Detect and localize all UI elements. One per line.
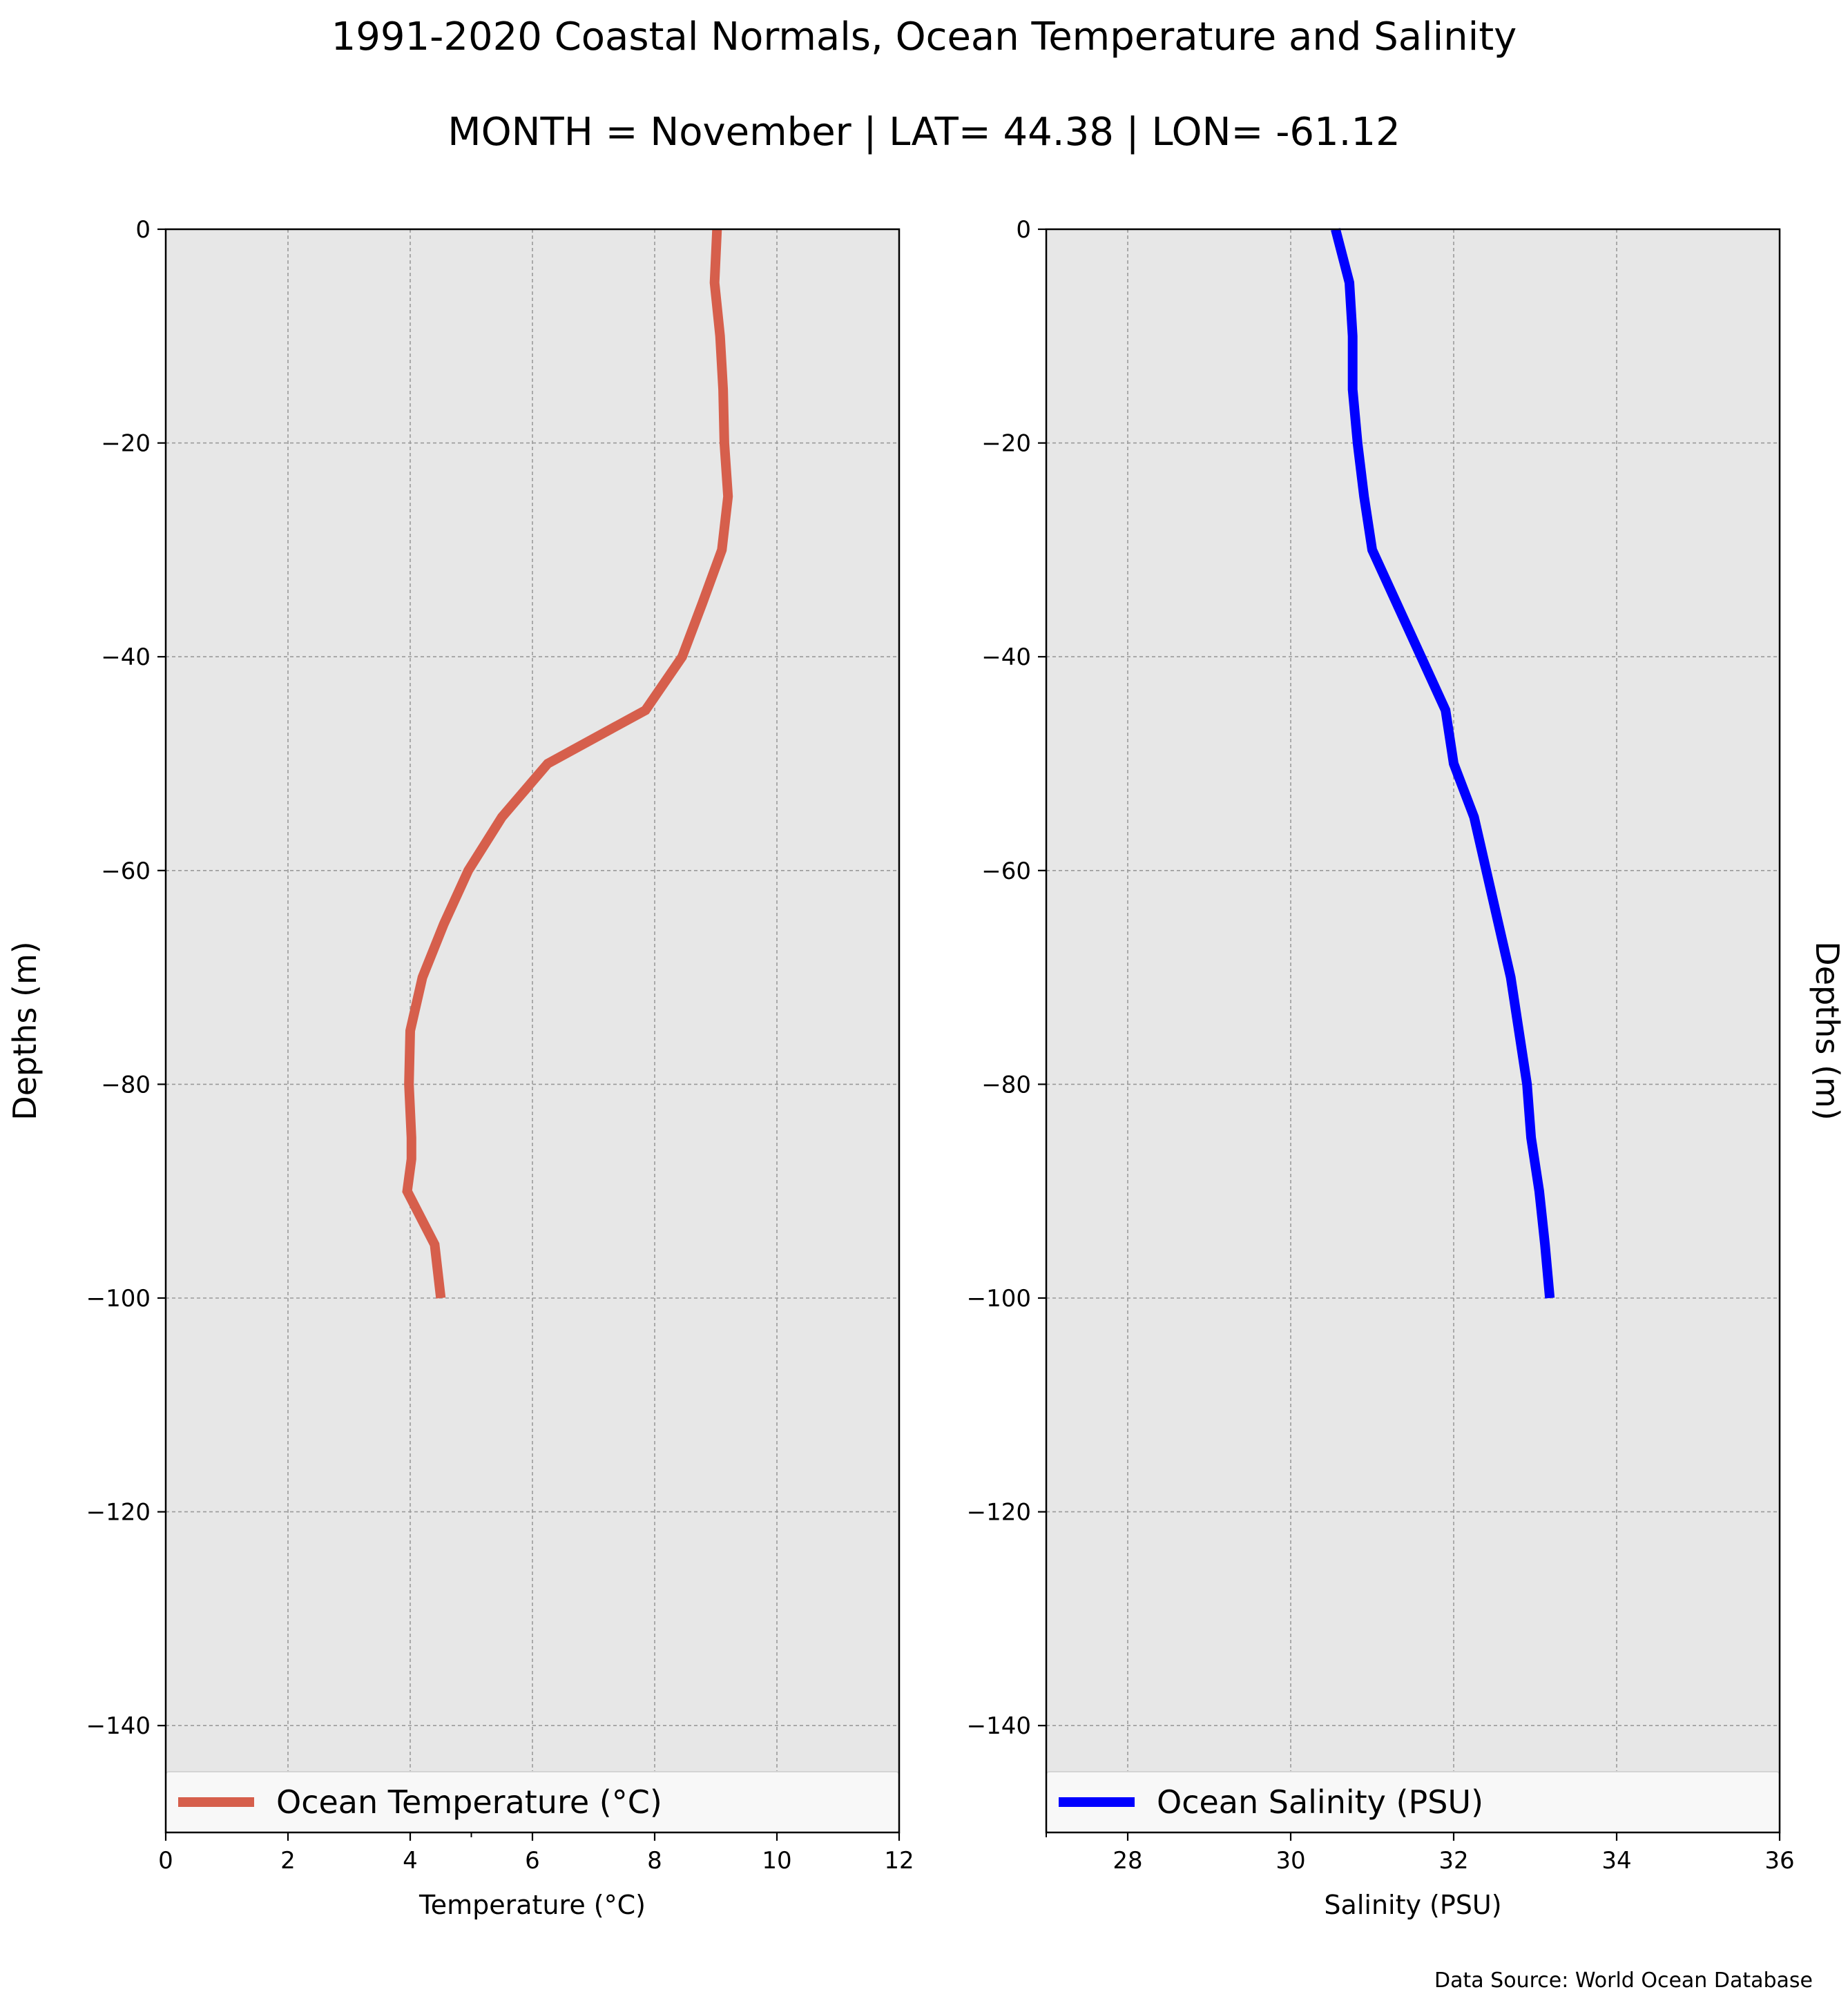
y-axis-title: Depths (m) (1809, 941, 1846, 1120)
x-tick-label: 28 (1113, 1847, 1142, 1875)
y-tick-label: −20 (981, 430, 1031, 458)
y-tick-label: −40 (981, 644, 1031, 671)
temperature-panel: Ocean Temperature (°C) 0 2 4 6 8 10 12 0 −20 −40 −6… (6, 216, 914, 1920)
x-tick-label: 32 (1438, 1847, 1468, 1875)
y-tick-label: −120 (86, 1499, 151, 1527)
legend: Ocean Salinity (PSU) (1046, 1771, 1780, 1833)
y-tick-label: −140 (967, 1712, 1031, 1740)
y-tick-label: −20 (101, 430, 151, 458)
x-tick-label: 10 (762, 1847, 791, 1875)
x-axis-title: Salinity (PSU) (1324, 1890, 1501, 1920)
plot-area (1046, 229, 1780, 1832)
y-tick-label: 0 (135, 216, 151, 244)
y-tick-label: −60 (101, 858, 151, 885)
y-axis-title: Depths (m) (6, 941, 44, 1120)
y-tick-label: −100 (967, 1285, 1031, 1313)
data-source-note: Data Source: World Ocean Database (1434, 1968, 1813, 1993)
x-tick-label: 4 (403, 1847, 418, 1875)
x-tick-label: 34 (1601, 1847, 1631, 1875)
legend-label: Ocean Temperature (°C) (276, 1783, 662, 1821)
y-tick-label: 0 (1016, 216, 1031, 244)
legend-label: Ocean Salinity (PSU) (1157, 1783, 1483, 1821)
figure-subtitle: MONTH = November | LAT= 44.38 | LON= -61… (447, 110, 1401, 155)
salinity-panel: Ocean Salinity (PSU) 28 30 32 34 36 0 −20 −40 −60… (967, 216, 1846, 1920)
x-tick-label: 8 (647, 1847, 662, 1875)
y-tick-label: −120 (967, 1499, 1031, 1527)
y-tick-label: −140 (86, 1712, 151, 1740)
series-line-0 (402, 229, 733, 1299)
y-tick-label: −80 (981, 1071, 1031, 1099)
figure-title: 1991-2020 Coastal Normals, Ocean Tempera… (331, 14, 1517, 59)
y-tick-label: −80 (101, 1071, 151, 1099)
y-tick-label: −40 (101, 644, 151, 671)
legend: Ocean Temperature (°C) (165, 1771, 900, 1833)
y-tick-label: −100 (86, 1285, 151, 1313)
axes-frame (1045, 228, 1781, 1834)
x-tick-label: 36 (1764, 1847, 1794, 1875)
x-tick-label: 2 (280, 1847, 296, 1875)
x-tick-label: 12 (884, 1847, 914, 1875)
x-tick-label: 6 (525, 1847, 540, 1875)
x-tick-label: 30 (1276, 1847, 1305, 1875)
x-tick-label: 0 (158, 1847, 173, 1875)
series-line-0 (1331, 228, 1555, 1299)
x-axis-title: Temperature (°C) (418, 1890, 646, 1920)
y-tick-label: −60 (981, 858, 1031, 885)
